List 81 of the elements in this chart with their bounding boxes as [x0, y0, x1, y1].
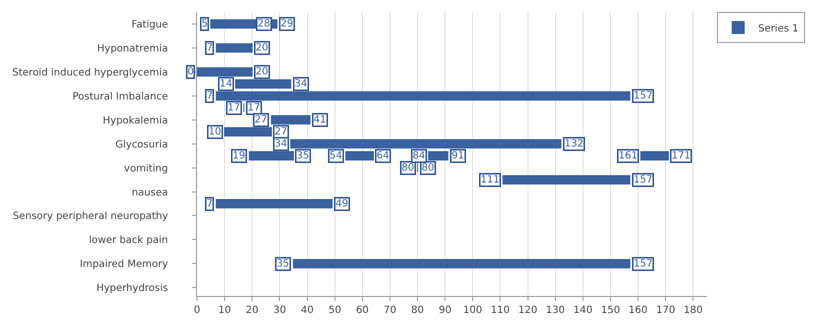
data-label: 41 [314, 114, 326, 126]
legend-label: Series 1 [758, 23, 798, 34]
annotation: 7 [206, 90, 213, 102]
data-label: 20 [256, 42, 268, 54]
bar [290, 139, 562, 149]
y-tick-label: Hypokalemia [102, 115, 168, 126]
y-tick-label: Postural Imbalance [72, 91, 168, 102]
x-tick-label: 10 [218, 305, 231, 316]
x-tick-label: 90 [438, 305, 452, 316]
data-label: 20 [256, 66, 268, 78]
annotation: 5 [202, 18, 208, 30]
data-label: 157 [634, 258, 653, 270]
bar [270, 115, 311, 125]
data-label: 132 [564, 138, 584, 150]
annotation: 35 [276, 258, 290, 270]
annotation: 7 [206, 198, 213, 210]
data-label: 171 [672, 150, 691, 162]
bar [235, 79, 292, 89]
annotation: 7 [206, 42, 213, 54]
y-tick-label: lower back pain [88, 235, 168, 246]
data-label: 91 [452, 150, 464, 162]
x-tick-label: 130 [546, 305, 565, 316]
x-tick-label: 30 [273, 305, 286, 316]
x-tick-label: 20 [246, 305, 259, 316]
annotation: 19 [232, 150, 246, 162]
x-tick-label: 110 [490, 305, 510, 316]
y-tick-label: Steroid induced hyperglycemia [12, 67, 168, 78]
bar [502, 175, 630, 184]
annotation: 27 [254, 114, 268, 126]
x-tick-label: 170 [656, 305, 676, 316]
annotation: 84 [412, 150, 426, 162]
x-tick-label: 60 [356, 305, 369, 316]
bar [216, 199, 333, 208]
data-label: 157 [634, 174, 653, 186]
data-label: 64 [376, 150, 390, 162]
bar [292, 258, 630, 268]
annotation: 10 [208, 126, 222, 138]
bar [345, 151, 374, 160]
y-tick-label: Impaired Memory [80, 259, 168, 270]
x-tick-label: 150 [600, 305, 620, 316]
annotation: 161 [618, 150, 638, 162]
x-tick-label: 160 [628, 305, 648, 316]
bar [216, 91, 630, 101]
x-tick-label: 40 [300, 305, 314, 316]
annotation: 0 [188, 66, 194, 78]
data-label: 49 [336, 198, 348, 210]
data-label: 17 [248, 102, 260, 114]
x-tick-label: 180 [684, 305, 703, 316]
x-tick-label: 50 [328, 305, 342, 316]
x-tick-label: 70 [384, 305, 396, 316]
bar [248, 151, 294, 160]
bar [640, 151, 669, 160]
annotation: 54 [330, 150, 342, 162]
bar [197, 67, 253, 77]
bar [428, 151, 448, 160]
annotation: 111 [480, 174, 500, 186]
data-label: 29 [280, 18, 294, 30]
data-label: 35 [296, 150, 310, 162]
annotation: 34 [274, 138, 288, 150]
data-label: 27 [274, 126, 288, 138]
y-tick-label: Hyperhydrosis [96, 283, 168, 294]
data-label: 157 [634, 90, 653, 102]
x-tick-label: 140 [573, 305, 592, 316]
annotation: 14 [220, 78, 232, 90]
y-tick-label: Glycosuria [115, 139, 168, 150]
annotation: 28 [258, 18, 270, 30]
y-tick-label: Hyponatremia [97, 43, 168, 54]
x-tick-label: 100 [463, 305, 482, 316]
y-tick-label: Sensory peripheral neuropathy [12, 211, 168, 222]
x-tick-label: 120 [518, 305, 538, 316]
bar [224, 127, 272, 137]
bar [216, 43, 253, 53]
y-tick-label: Fatigue [132, 19, 168, 30]
x-tick-label: 80 [411, 305, 424, 316]
data-label: 80 [422, 162, 434, 174]
data-label: 34 [294, 78, 308, 90]
annotation: 17 [228, 102, 240, 114]
x-tick-label: 0 [194, 305, 200, 316]
y-tick-label: vomiting [124, 163, 168, 174]
annotation: 80 [402, 162, 414, 174]
y-tick-label: nausea [132, 187, 168, 198]
